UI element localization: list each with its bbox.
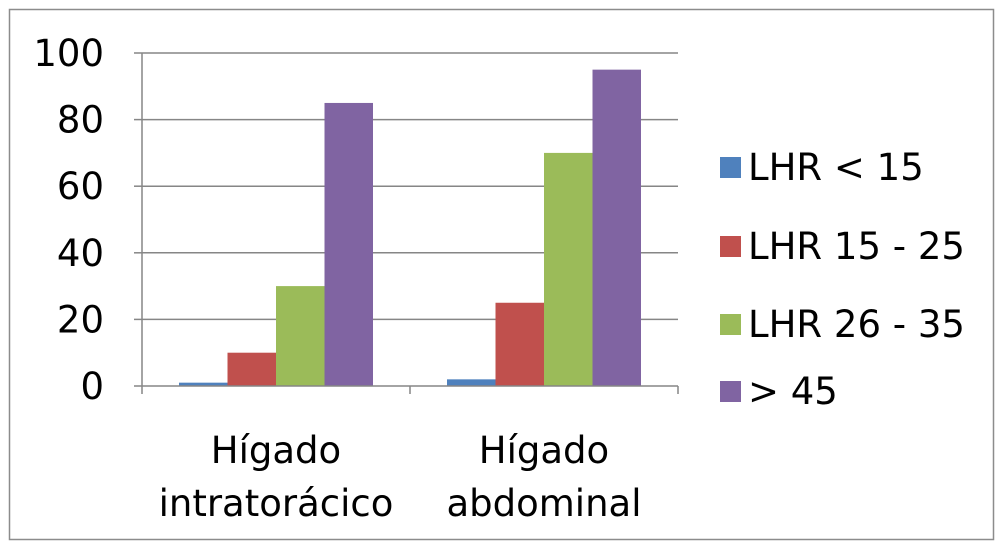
legend-label: LHR 26 - 35 [748,303,965,346]
y-tick-label: 60 [57,165,104,208]
x-tick-label: Hígado [211,429,341,472]
y-tick-label: 80 [57,99,104,142]
bar [179,382,228,386]
x-tick-labels: Hígado intratorácico Hígado abdominal [159,429,642,525]
bar [276,286,325,386]
y-tick-labels: 0 20 40 60 80 100 [33,32,104,408]
x-tick-label: abdominal [446,482,641,525]
bar [495,302,544,386]
legend-swatch [720,381,741,402]
y-tick-label: 40 [57,232,104,275]
legend-swatch [720,157,741,178]
axes [134,52,679,394]
y-tick-label: 20 [57,298,104,341]
bar [592,69,641,387]
bar [447,379,496,386]
bar [544,152,593,386]
x-tick-label: Hígado [479,429,609,472]
chart-border [8,8,995,541]
x-tick-label: intratorácico [159,482,394,525]
legend-label: LHR < 15 [748,146,924,189]
y-tick-label: 0 [80,365,104,408]
bars [179,69,641,387]
bar [324,102,373,386]
y-tick-label: 100 [33,32,104,75]
legend-label: > 45 [748,370,838,413]
legend: LHR < 15 LHR 15 - 25 LHR 26 - 35 > 45 [720,146,965,413]
legend-swatch [720,314,741,335]
legend-label: LHR 15 - 25 [748,225,965,268]
bar [227,352,276,386]
legend-swatch [720,236,741,257]
